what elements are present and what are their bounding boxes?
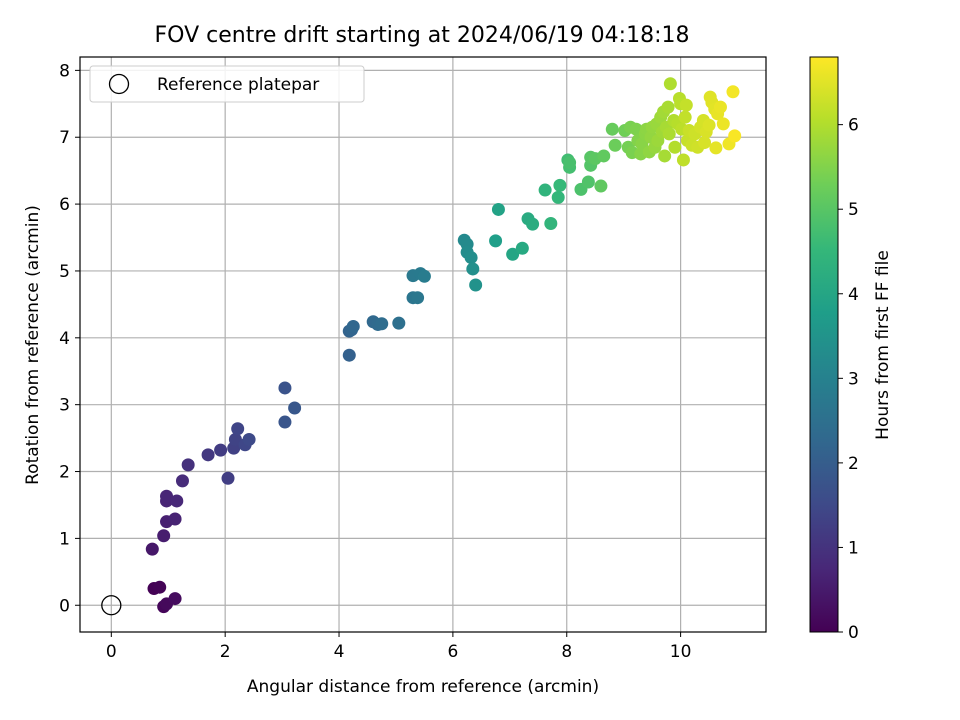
data-point [417,269,431,283]
data-points [145,77,742,614]
data-point [709,141,723,155]
data-point [661,100,675,114]
data-point [346,319,360,333]
data-point [466,262,480,276]
data-point [668,140,682,154]
data-point [242,432,256,446]
colorbar-ticks: 0 1 2 3 4 5 6 [838,116,859,643]
chart-title: FOV centre drift starting at 2024/06/19 … [155,23,690,48]
data-point [608,138,622,152]
legend-reference-marker [108,73,130,95]
colorbar-gradient [809,56,839,633]
colorbar-tick-label: 6 [848,116,859,136]
x-tick-label: 10 [670,642,692,662]
data-point [662,127,676,141]
data-point [469,278,483,292]
y-tick-label: 4 [59,329,70,349]
data-point [170,494,184,508]
data-point [716,117,730,131]
data-point [228,432,242,446]
data-point [506,247,520,261]
data-point [221,471,235,485]
colorbar-tick-label: 5 [848,200,859,220]
data-point [491,202,505,216]
x-tick-label: 0 [106,642,117,662]
data-point [464,251,478,265]
y-tick-label: 3 [59,396,70,416]
data-point [526,217,540,231]
colorbar-tick-label: 0 [848,623,859,643]
data-point [544,216,558,230]
data-point [713,100,727,114]
y-tick-label: 7 [59,128,70,148]
data-point [168,512,182,526]
data-point [551,190,565,204]
colorbar-tick-label: 3 [848,369,859,389]
data-point [605,122,619,136]
y-tick-label: 6 [59,195,70,215]
data-point [563,156,577,170]
data-point [679,98,693,112]
y-tick-label: 2 [59,463,70,483]
data-point [597,149,611,163]
x-tick-label: 8 [561,642,572,662]
data-point [698,136,712,150]
data-point [676,153,690,167]
colorbar-tick-label: 2 [848,454,859,474]
y-tick-label: 5 [59,262,70,282]
data-point [581,175,595,189]
data-point [214,443,228,457]
data-point [201,448,215,462]
data-point [278,381,292,395]
data-point [288,401,302,415]
data-point [231,422,245,436]
data-point [678,110,692,124]
y-tick-label: 8 [59,61,70,81]
colorbar-tick-label: 1 [848,538,859,558]
data-point [145,542,159,556]
data-point [153,580,167,594]
data-point [538,183,552,197]
data-point [168,592,182,606]
data-point [342,348,356,362]
data-point [175,474,189,488]
legend: Reference platepar [89,65,365,103]
legend-label: Reference platepar [157,75,319,95]
data-point [726,85,740,99]
data-point [553,178,567,192]
legend-box [89,65,365,103]
data-point [392,316,406,330]
data-point [411,291,425,305]
data-point [702,118,716,132]
data-point [160,489,174,503]
x-tick-label: 2 [220,642,231,662]
y-tick-label: 0 [59,596,70,616]
colorbar-label: Hours from first FF file [873,250,893,440]
reference-marker-layer [101,595,122,616]
y-tick-label: 1 [59,529,70,549]
data-point [728,129,742,143]
colorbar: 0 1 2 3 4 5 6 Hours from first FF file [809,56,893,643]
data-point [489,234,503,248]
data-point [515,241,529,255]
data-point [157,529,171,543]
data-point [375,317,389,331]
x-axis-ticks: 0 2 4 6 8 10 [106,632,692,662]
x-tick-label: 4 [334,642,345,662]
x-axis-label: Angular distance from reference (arcmin) [247,677,599,697]
data-point [663,77,677,91]
data-point [658,149,672,163]
y-axis-ticks: 0 1 2 3 4 5 6 7 8 [59,61,80,616]
x-tick-label: 6 [447,642,458,662]
data-point [594,179,608,193]
y-axis-label: Rotation from reference (arcmin) [23,205,43,485]
colorbar-tick-label: 4 [848,285,859,305]
reference-point-marker [101,595,122,616]
data-point [181,458,195,472]
plot-frame [79,56,767,633]
data-point [278,415,292,429]
